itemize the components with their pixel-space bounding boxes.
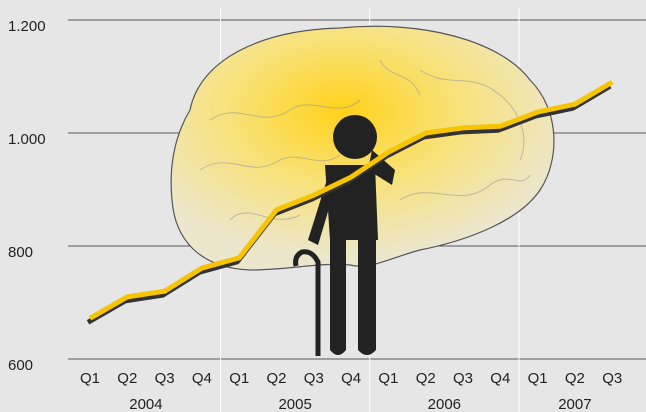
- person: [308, 115, 395, 355]
- y-tick-label: 600: [8, 357, 33, 374]
- x-tick-label: Q4: [490, 370, 510, 387]
- year-label: 2007: [558, 396, 591, 412]
- y-tick-label: 800: [8, 244, 33, 261]
- x-tick-label: Q1: [378, 370, 398, 387]
- x-tick-label: Q1: [528, 370, 548, 387]
- x-tick-label: Q3: [304, 370, 324, 387]
- x-tick-label: Q2: [117, 370, 137, 387]
- cane: [293, 249, 321, 356]
- year-label: 2006: [428, 396, 461, 412]
- x-tick-label: Q1: [80, 370, 100, 387]
- x-tick-label: Q3: [453, 370, 473, 387]
- year-label: 2004: [129, 396, 162, 412]
- x-tick-label: Q1: [229, 370, 249, 387]
- x-tick-label: Q2: [416, 370, 436, 387]
- x-tick-label: Q4: [341, 370, 361, 387]
- illustration: [170, 25, 555, 356]
- x-tick-label: Q2: [565, 370, 585, 387]
- line: [88, 79, 614, 321]
- y-tick-label: 1.200: [8, 18, 46, 35]
- y-tick-label: 1.000: [8, 131, 46, 148]
- x-tick-label: Q3: [155, 370, 175, 387]
- year-label: 2005: [278, 396, 311, 412]
- x-tick-label: Q3: [602, 370, 622, 387]
- x-tick-label: Q4: [192, 370, 212, 387]
- x-tick-label: Q2: [266, 370, 286, 387]
